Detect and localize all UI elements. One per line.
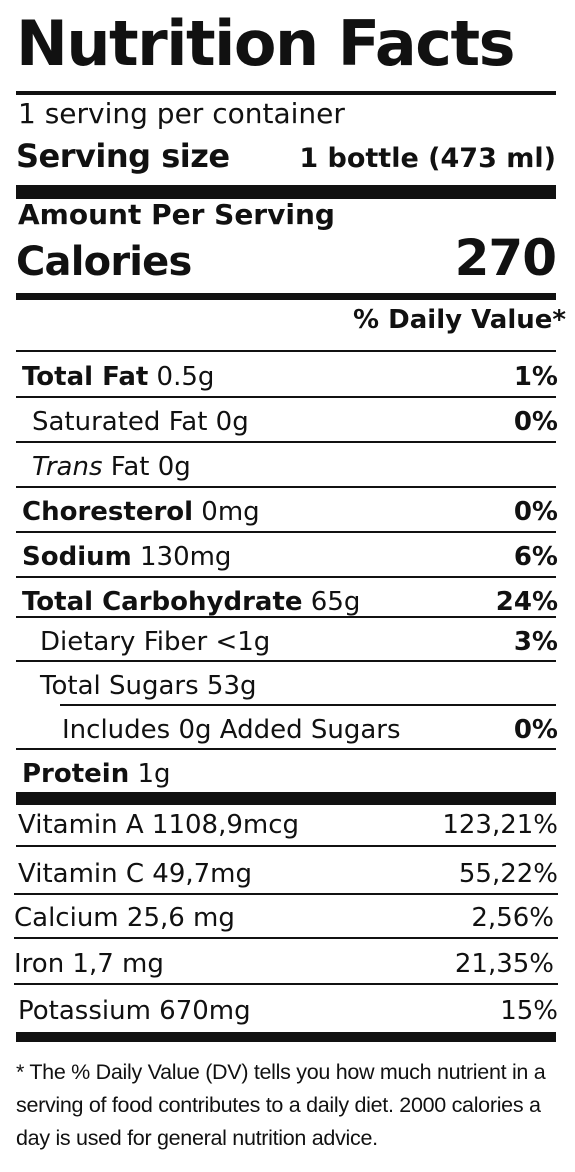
footnote: * The % Daily Value (DV) tells you how m…: [16, 1060, 546, 1150]
nutrient-dv: 0%: [513, 407, 558, 437]
vitamin-dv: 123,21%: [442, 810, 558, 840]
nutrient-amount: 65g: [302, 587, 361, 617]
nutrient-name: Saturated Fat 0g: [32, 407, 249, 437]
thick-rule-top: [16, 185, 556, 199]
vitamin-name: Vitamin A 1108,9mcg: [18, 810, 300, 840]
nutrient-row-trans-fat: Trans Fat 0g: [16, 443, 560, 485]
serving-size-label: Serving size: [16, 137, 230, 175]
serving-size-value: 1 bottle (473 ml): [299, 143, 556, 174]
row-divider: [16, 396, 556, 398]
vitamin-row: Calcium 25,6 mg 2,56%: [10, 893, 558, 939]
nutrient-row-total-sugars: Total Sugars 53g: [16, 662, 560, 704]
vitamin-dv: 15%: [500, 996, 558, 1026]
row-divider: [60, 704, 556, 706]
nutrient-row-total-carbohydrate: Total Carbohydrate 65g 24%: [16, 578, 560, 620]
row-divider: [16, 486, 556, 488]
amount-per-serving: Amount Per Serving: [18, 198, 335, 231]
nutrient-row-dietary-fiber: Dietary Fiber <1g 3%: [16, 618, 560, 660]
vitamin-name: Potassium 670mg: [18, 996, 251, 1026]
nutrient-name: Dietary Fiber <1g: [40, 627, 271, 657]
row-divider: [16, 845, 556, 847]
nutrient-row-saturated-fat: Saturated Fat 0g 0%: [16, 398, 560, 440]
row-divider: [16, 660, 556, 662]
row-divider: [16, 441, 556, 443]
row-divider: [14, 983, 558, 985]
daily-value-header: % Daily Value*: [353, 305, 566, 335]
label-title: Nutrition Facts: [16, 7, 516, 80]
vitamin-dv: 21,35%: [454, 949, 554, 979]
nutrient-dv: 6%: [513, 542, 558, 572]
row-divider: [16, 748, 556, 750]
nutrient-name: Total Fat: [22, 362, 149, 392]
nutrient-name: Total Carbohydrate: [22, 587, 303, 617]
row-divider: [14, 893, 558, 895]
row-divider: [14, 937, 558, 939]
nutrient-dv: 0%: [513, 497, 558, 527]
nutrient-name: Sodium: [22, 542, 132, 572]
servings-per-container: 1 serving per container: [18, 97, 345, 130]
vitamin-row: Iron 1,7 mg 21,35%: [10, 939, 558, 985]
thick-rule-vitamins: [16, 792, 556, 805]
nutrient-name: Trans: [32, 452, 103, 482]
thick-rule-footnote: [16, 1032, 556, 1042]
nutrient-name: Includes 0g Added Sugars: [62, 715, 401, 745]
nutrient-dv: 24%: [495, 587, 558, 617]
nutrient-name: Protein: [22, 759, 130, 789]
vitamin-row: Vitamin C 49,7mg 55,22%: [14, 849, 562, 895]
row-divider: [16, 531, 556, 533]
vitamin-dv: 2,56%: [471, 903, 554, 933]
nutrient-row-total-fat: Total Fat 0.5g 1%: [16, 353, 560, 395]
nutrient-row-cholesterol: Choresterol 0mg 0%: [16, 488, 560, 530]
vitamin-row: Potassium 670mg 15%: [14, 986, 562, 1032]
row-divider: [16, 616, 556, 618]
vitamin-dv: 55,22%: [458, 859, 558, 889]
title-rule: [16, 91, 556, 95]
calories-value: 270: [454, 229, 557, 287]
nutrient-name: Total Sugars 53g: [40, 671, 257, 701]
dv-rule: [16, 350, 556, 352]
vitamin-row: Vitamin A 1108,9mcg 123,21%: [14, 800, 562, 846]
vitamin-name: Iron 1,7 mg: [14, 949, 164, 979]
calories-label: Calories: [16, 239, 192, 285]
calories-rule: [16, 293, 556, 300]
nutrient-amount: 0mg: [193, 497, 260, 527]
nutrient-dv: 0%: [513, 715, 558, 745]
nutrient-amount: 0.5g: [148, 362, 215, 392]
nutrient-row-sodium: Sodium 130mg 6%: [16, 533, 560, 575]
vitamin-name: Calcium 25,6 mg: [14, 903, 235, 933]
nutrient-amount: Fat 0g: [102, 452, 191, 482]
nutrient-amount: 130mg: [131, 542, 232, 572]
row-divider: [16, 576, 556, 578]
nutrient-row-protein: Protein 1g: [16, 750, 560, 792]
vitamin-name: Vitamin C 49,7mg: [18, 859, 252, 889]
nutrient-amount: 1g: [129, 759, 171, 789]
nutrient-dv: 3%: [513, 627, 558, 657]
nutrient-name: Choresterol: [22, 497, 194, 527]
nutrient-dv: 1%: [513, 362, 558, 392]
nutrient-row-added-sugars: Includes 0g Added Sugars 0%: [16, 706, 560, 748]
